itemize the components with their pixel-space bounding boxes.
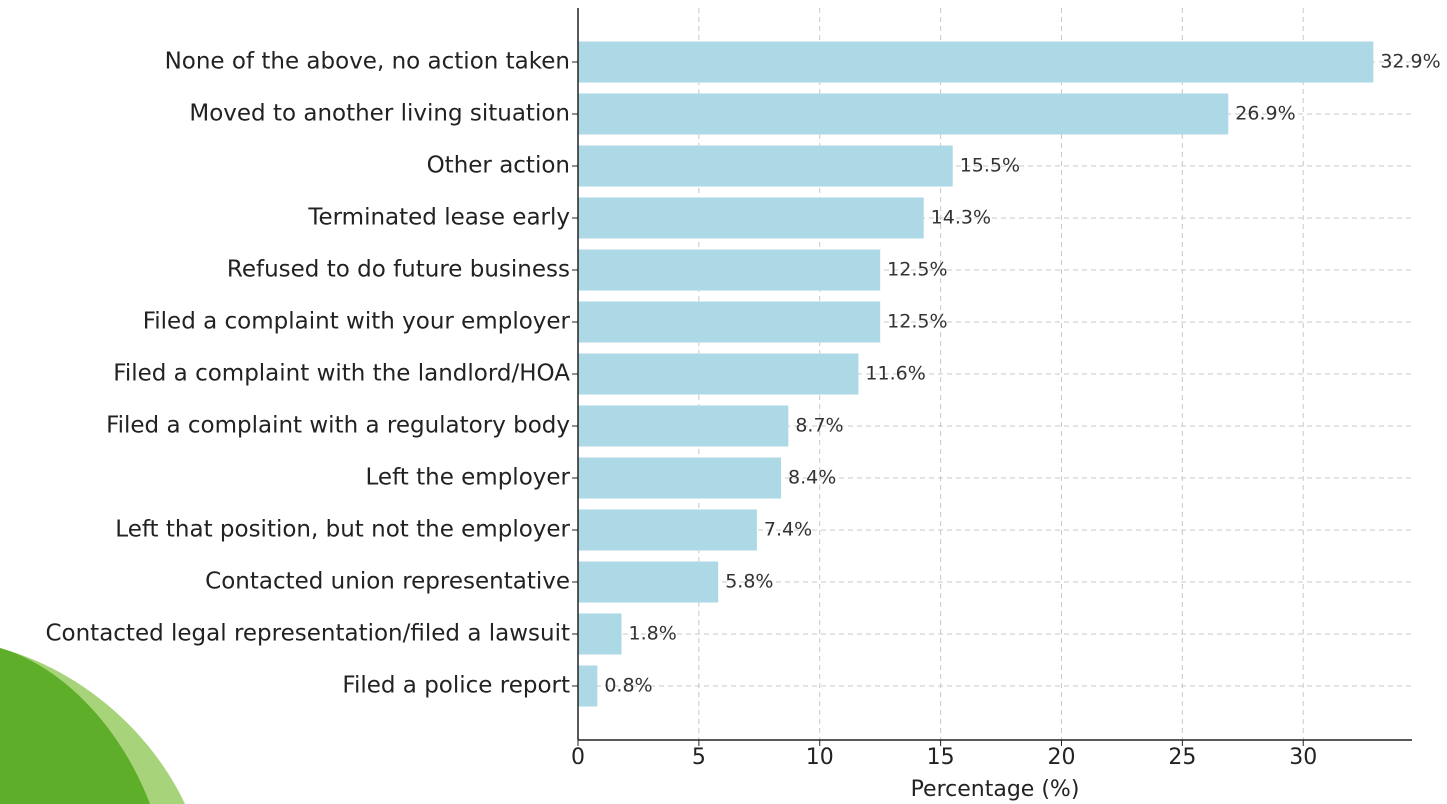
bar bbox=[578, 561, 719, 603]
y-tick-label: Other action bbox=[427, 153, 570, 179]
bar bbox=[578, 41, 1374, 83]
y-tick-label: None of the above, no action taken bbox=[165, 49, 570, 75]
x-tick-label: 5 bbox=[692, 745, 706, 770]
y-tick-label: Contacted union representative bbox=[205, 569, 570, 595]
y-tick-label: Terminated lease early bbox=[307, 205, 570, 231]
bar bbox=[578, 509, 757, 551]
y-tick-label: Left that position, but not the employer bbox=[115, 517, 570, 543]
y-tick-label: Left the employer bbox=[366, 465, 571, 491]
decor-swoosh bbox=[0, 648, 150, 804]
x-tick-label: 15 bbox=[927, 745, 955, 770]
bar bbox=[578, 613, 622, 655]
bar bbox=[578, 405, 789, 447]
value-label: 26.9% bbox=[1235, 103, 1295, 125]
y-tick-label: Filed a complaint with a regulatory body bbox=[106, 413, 570, 439]
x-tick-label: 25 bbox=[1168, 745, 1196, 770]
x-tick-label: 10 bbox=[806, 745, 834, 770]
value-label: 11.6% bbox=[865, 363, 925, 385]
value-label: 32.9% bbox=[1380, 51, 1440, 73]
bar bbox=[578, 249, 881, 291]
bar bbox=[578, 145, 953, 187]
value-label: 1.8% bbox=[629, 623, 677, 645]
plot-area: 0 5 10 15 20 25 30 32.9% None of the above, no a… bbox=[45, 8, 1441, 770]
value-label: 8.7% bbox=[795, 415, 843, 437]
bar bbox=[578, 457, 782, 499]
y-tick-label: Refused to do future business bbox=[227, 257, 570, 283]
y-tick-label: Moved to another living situation bbox=[189, 101, 570, 127]
value-label: 15.5% bbox=[960, 155, 1020, 177]
bar bbox=[578, 93, 1229, 135]
value-label: 12.5% bbox=[887, 259, 947, 281]
value-label: 14.3% bbox=[931, 207, 991, 229]
value-label: 5.8% bbox=[725, 571, 773, 593]
y-tick-label: Filed a police report bbox=[342, 673, 570, 699]
value-label: 0.8% bbox=[604, 675, 652, 697]
x-tick-label: 30 bbox=[1289, 745, 1317, 770]
bar bbox=[578, 665, 598, 707]
y-tick-label: Filed a complaint with your employer bbox=[143, 309, 571, 335]
value-label: 8.4% bbox=[788, 467, 836, 489]
bar bbox=[578, 353, 859, 395]
bar bbox=[578, 197, 924, 239]
value-label: 7.4% bbox=[764, 519, 812, 541]
bar bbox=[578, 301, 881, 343]
y-tick-label: Filed a complaint with the landlord/HOA bbox=[113, 361, 570, 387]
y-tick-label: Contacted legal representation/filed a l… bbox=[45, 621, 570, 647]
x-tick-label: 0 bbox=[571, 745, 585, 770]
x-tick-label: 20 bbox=[1047, 745, 1075, 770]
value-label: 12.5% bbox=[887, 311, 947, 333]
x-axis-label: Percentage (%) bbox=[911, 777, 1080, 802]
